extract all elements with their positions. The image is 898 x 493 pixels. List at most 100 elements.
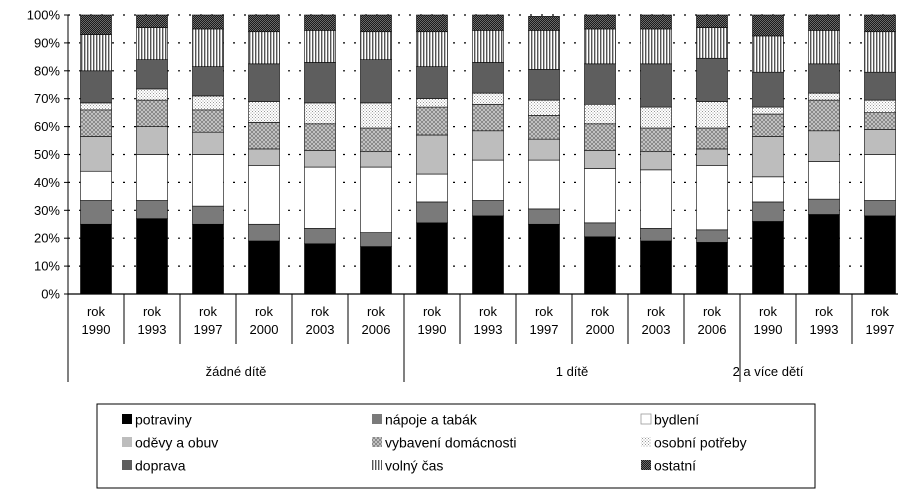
x-tick-label: rok <box>311 304 330 319</box>
legend: potraviny nápoje a tabák bydlení oděvy a ob… <box>96 403 816 489</box>
group-label: 1 dítě <box>556 364 589 379</box>
x-tick-label: rok <box>367 304 386 319</box>
bar-segment-7 <box>248 31 280 65</box>
x-tick-label: 2006 <box>362 322 391 337</box>
bar-segment-4 <box>416 106 448 136</box>
bar-segment-1 <box>696 229 728 243</box>
bar-segment-6 <box>640 63 672 108</box>
bar-segment-0 <box>808 214 840 295</box>
bar-segment-8 <box>752 14 784 37</box>
bar-segment-6 <box>136 59 168 90</box>
bar-stack <box>584 14 616 295</box>
y-tick-label: 30% <box>34 203 60 218</box>
x-tick-label: rok <box>143 304 162 319</box>
y-tick-label: 20% <box>34 231 60 246</box>
bar-segment-4 <box>584 123 616 151</box>
legend-swatch <box>122 460 132 470</box>
x-tick-label: 1993 <box>474 322 503 337</box>
bar-segment-1 <box>360 232 392 247</box>
legend-label: oděvy a obuv <box>135 435 218 451</box>
legend-swatch <box>641 437 651 447</box>
bar-segment-7 <box>808 30 840 65</box>
bar-segment-1 <box>80 200 112 225</box>
bar-stack <box>696 14 728 295</box>
y-tick-label: 10% <box>34 259 60 274</box>
x-tick-label: 1990 <box>754 322 783 337</box>
bar-segment-6 <box>248 63 280 102</box>
bar-stack <box>864 14 896 295</box>
bar-stack <box>416 14 448 295</box>
legend-swatch <box>372 414 382 424</box>
bar-segment-8 <box>584 14 616 30</box>
bar-segment-8 <box>248 14 280 33</box>
bar-segment-7 <box>80 34 112 72</box>
x-tick-label: rok <box>647 304 666 319</box>
bar-segment-7 <box>136 27 168 60</box>
bar-segment-2 <box>864 154 896 201</box>
bar-segment-6 <box>416 66 448 99</box>
bar-segment-3 <box>416 134 448 175</box>
legend-swatch <box>122 414 132 424</box>
bar-segment-5 <box>80 102 112 111</box>
x-tick-label: rok <box>535 304 554 319</box>
x-tick-label: rok <box>759 304 778 319</box>
bar-segment-8 <box>80 14 112 35</box>
group-label: žádné dítě <box>206 364 267 379</box>
x-tick-label: 1997 <box>194 322 223 337</box>
bar-segment-4 <box>472 103 504 132</box>
bar-segment-5 <box>416 98 448 108</box>
bar-segment-7 <box>472 30 504 63</box>
bar-segment-5 <box>192 95 224 111</box>
legend-box <box>96 403 816 489</box>
legend-swatch <box>640 413 652 425</box>
bar-segment-1 <box>136 200 168 219</box>
bar-segment-2 <box>472 159 504 201</box>
bar-segment-6 <box>864 71 896 101</box>
y-tick-label: 40% <box>34 175 60 190</box>
bar-segment-3 <box>808 130 840 162</box>
x-tick-label: rok <box>423 304 442 319</box>
bar-segment-3 <box>360 151 392 168</box>
legend-swatch <box>372 437 382 447</box>
x-tick-label: rok <box>255 304 274 319</box>
bar-segment-6 <box>360 59 392 104</box>
bar-segment-4 <box>360 127 392 153</box>
bar-segment-5 <box>752 106 784 115</box>
bar-segment-3 <box>640 151 672 171</box>
bar-segment-8 <box>416 14 448 33</box>
x-axis: rok 1990 rok 1993 rok 1997 rok 2000 rok 2003 rok 20… <box>67 293 898 382</box>
legend-label: osobní potřeby <box>654 435 747 451</box>
bar-segment-1 <box>808 198 840 215</box>
y-tick-label: 70% <box>34 91 60 106</box>
bar-segment-8 <box>864 14 896 33</box>
x-tick-label: 1993 <box>138 322 167 337</box>
x-tick-label: rok <box>703 304 722 319</box>
bar-segment-6 <box>696 57 728 102</box>
bar-segment-7 <box>696 27 728 59</box>
bar-segment-3 <box>528 138 560 161</box>
bar-segment-5 <box>864 99 896 113</box>
bar-segment-8 <box>696 14 728 28</box>
bar-segment-4 <box>192 109 224 133</box>
x-tick-label: rok <box>815 304 834 319</box>
legend-swatch <box>641 460 651 470</box>
bar-segment-4 <box>752 113 784 137</box>
legend-label: vybavení domácnosti <box>385 435 517 451</box>
bar-segment-0 <box>864 215 896 295</box>
bar-segment-7 <box>192 28 224 67</box>
bar-segment-4 <box>528 115 560 140</box>
bar-segment-0 <box>416 222 448 295</box>
bar-segment-7 <box>864 31 896 73</box>
legend-label: ostatní <box>654 458 696 474</box>
x-tick-label: 2003 <box>306 322 335 337</box>
legend-swatch <box>122 437 132 447</box>
y-tick-label: 80% <box>34 63 60 78</box>
bar-stack <box>136 14 168 295</box>
bar-segment-3 <box>136 126 168 155</box>
bar-segment-1 <box>472 200 504 217</box>
bar-segment-8 <box>472 14 504 31</box>
bar-segment-2 <box>640 169 672 229</box>
bar-segment-0 <box>304 243 336 295</box>
bar-segment-4 <box>640 127 672 153</box>
bar-segment-6 <box>80 70 112 104</box>
